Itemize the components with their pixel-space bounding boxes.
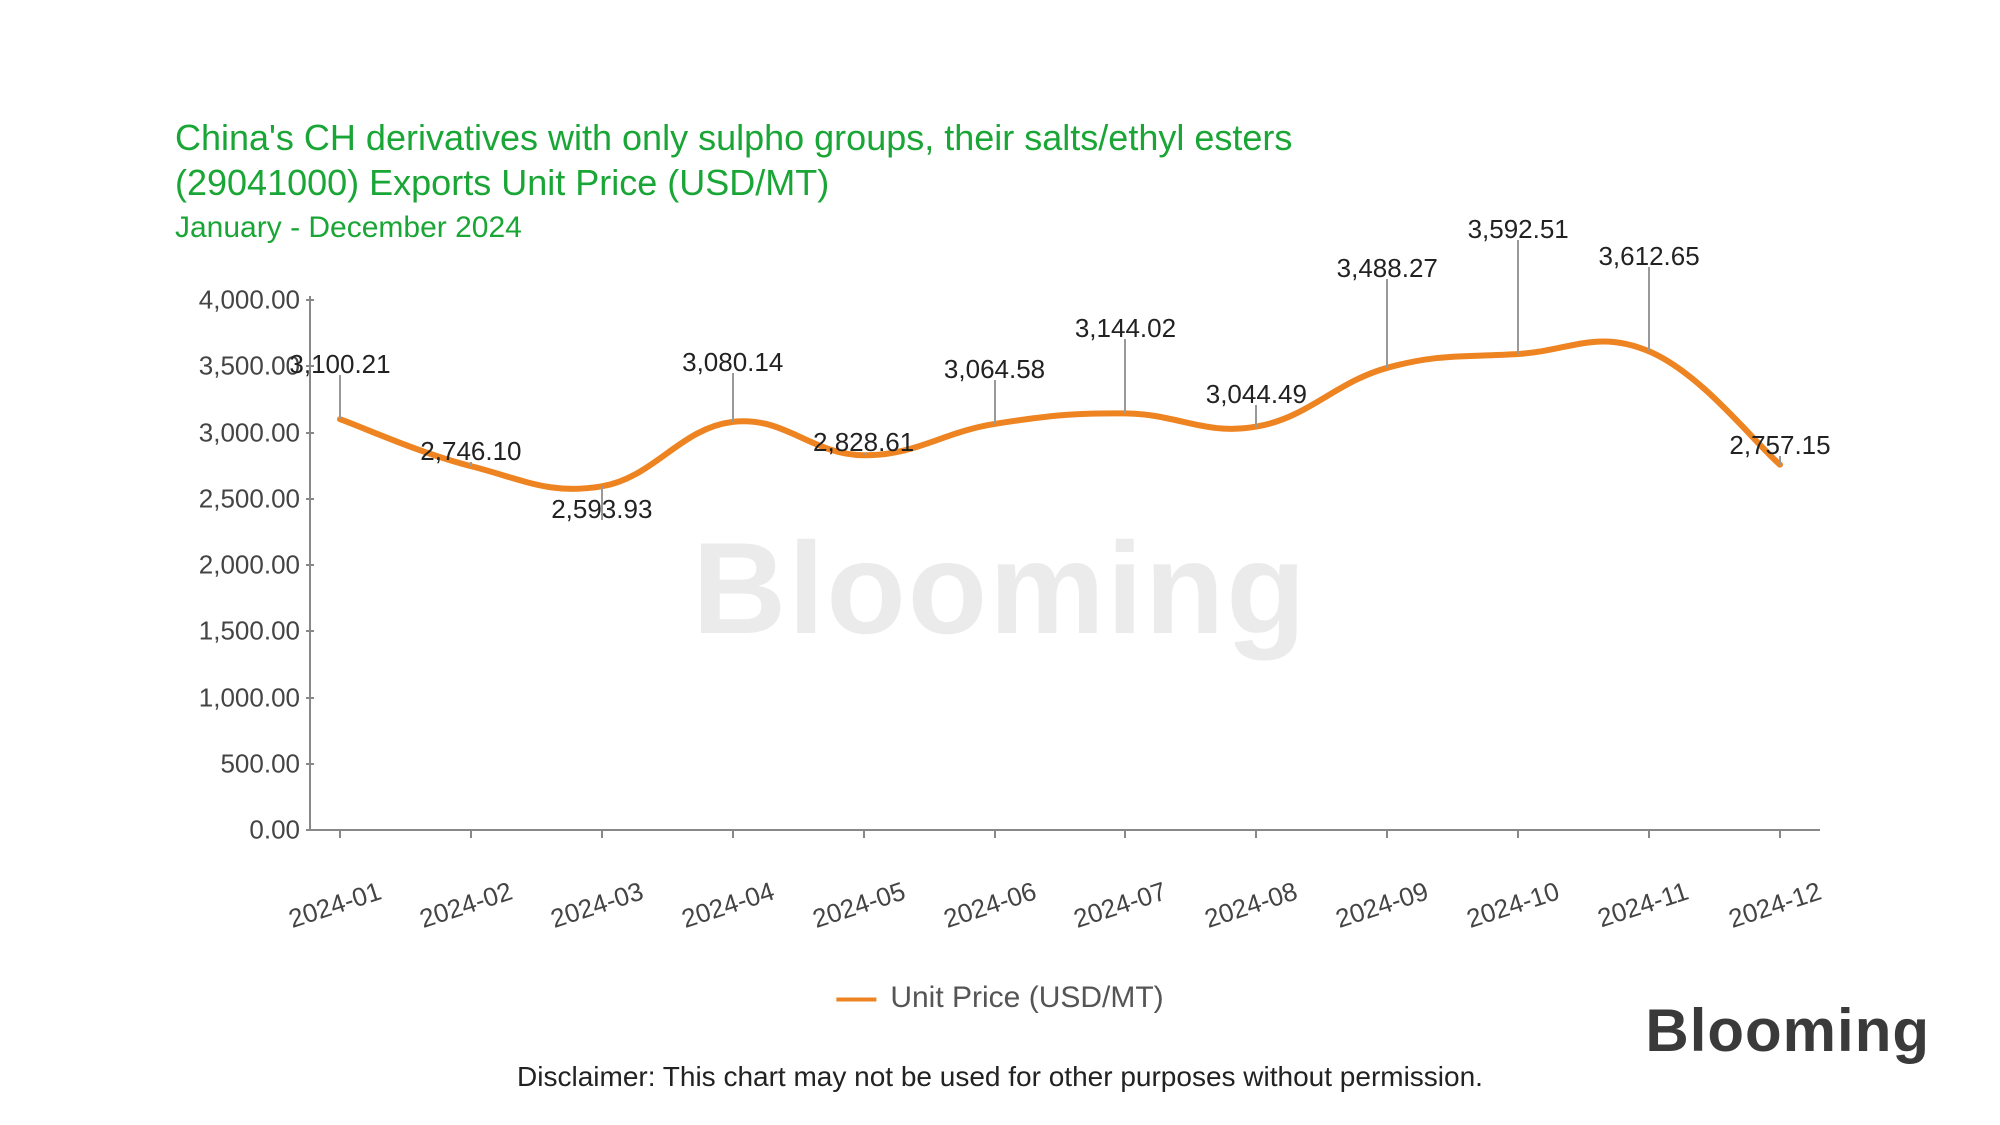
- data-label: 3,612.65: [1598, 241, 1699, 272]
- data-label: 3,592.51: [1468, 214, 1569, 245]
- data-leader: [339, 375, 341, 419]
- x-tick-label: 2024-04: [678, 876, 778, 935]
- data-label: 3,100.21: [289, 349, 390, 380]
- x-tick-label: 2024-12: [1725, 876, 1825, 935]
- data-label: 2,757.15: [1729, 430, 1830, 461]
- series-line: [340, 341, 1780, 488]
- x-tick-label: 2024-06: [939, 876, 1039, 935]
- x-tick-label: 2024-10: [1463, 876, 1563, 935]
- x-tick-label: 2024-01: [285, 876, 385, 935]
- disclaimer-text: Disclaimer: This chart may not be used f…: [517, 1061, 1483, 1093]
- chart-container: China's CH derivatives with only sulpho …: [0, 0, 2000, 1125]
- x-tick-label: 2024-08: [1201, 876, 1301, 935]
- x-tick-label: 2024-05: [809, 876, 909, 935]
- x-tick-label: 2024-03: [547, 876, 647, 935]
- chart-title-line1: China's CH derivatives with only sulpho …: [175, 115, 1292, 160]
- data-leader: [1648, 267, 1650, 351]
- data-label: 3,488.27: [1337, 253, 1438, 284]
- data-label: 3,144.02: [1075, 313, 1176, 344]
- x-tick-label: 2024-11: [1594, 876, 1693, 934]
- data-label: 2,828.61: [813, 427, 914, 458]
- brand-text: Blooming: [1645, 997, 1930, 1064]
- data-label: 3,044.49: [1206, 379, 1307, 410]
- legend: — Unit Price (USD/MT): [836, 975, 1163, 1020]
- legend-dash: —: [836, 975, 876, 1020]
- chart-area: Blooming 0.00500.001,000.001,500.002,000…: [180, 280, 1820, 850]
- brand-logo: Blooming: [1645, 996, 1930, 1065]
- data-leader: [1124, 339, 1126, 413]
- data-leader: [1517, 240, 1519, 354]
- legend-label: Unit Price (USD/MT): [890, 981, 1163, 1015]
- chart-subtitle: January - December 2024: [175, 211, 1292, 245]
- data-label: 3,080.14: [682, 347, 783, 378]
- x-tick-label: 2024-07: [1070, 876, 1170, 935]
- data-leader: [1386, 279, 1388, 368]
- data-leader: [994, 380, 996, 424]
- x-tick-label: 2024-09: [1332, 876, 1432, 935]
- data-label: 2,593.93: [551, 494, 652, 525]
- chart-title-line2: (29041000) Exports Unit Price (USD/MT): [175, 160, 1292, 205]
- title-block: China's CH derivatives with only sulpho …: [175, 115, 1292, 245]
- data-label: 2,746.10: [420, 436, 521, 467]
- x-tick-label: 2024-02: [416, 876, 516, 935]
- data-label: 3,064.58: [944, 354, 1045, 385]
- data-leader: [732, 373, 734, 422]
